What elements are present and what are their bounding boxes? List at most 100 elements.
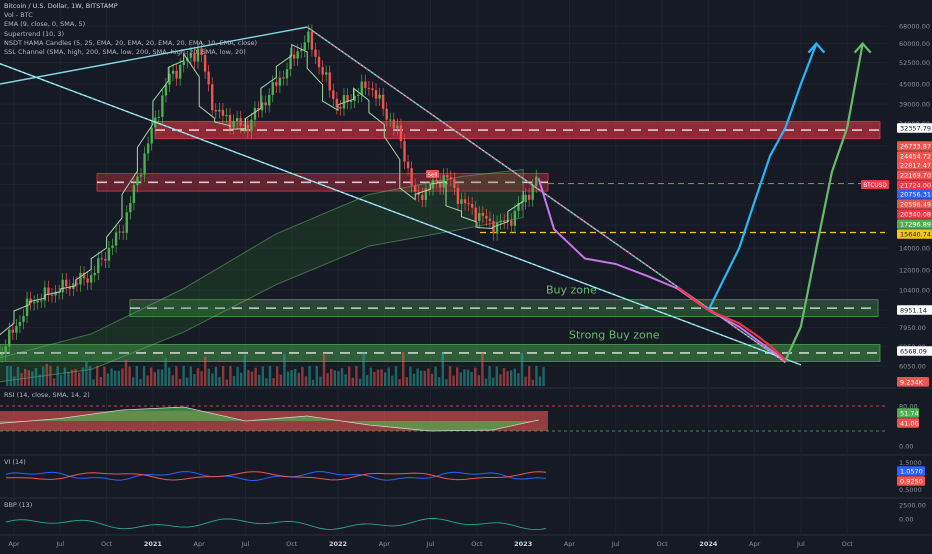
indicator-ssl[interactable]: SSL Channel (SMA, high, 200, SMA, low, 2…	[4, 48, 246, 57]
vi-pane-label[interactable]: VI (14)	[4, 458, 26, 466]
candle-body	[456, 187, 460, 204]
volume-bar	[330, 368, 333, 386]
price-tag-label: 22817.47	[900, 161, 931, 169]
candle-body	[182, 61, 185, 66]
volume-bar	[481, 352, 484, 386]
volume-bar	[52, 378, 56, 386]
x-tick-label: Jul	[796, 540, 805, 548]
indicator-hama[interactable]: NSDT HAMA Candles (5, 25, EMA, 20, EMA, …	[4, 38, 258, 47]
x-tick-label: Jul	[611, 540, 620, 548]
candle-body	[495, 222, 499, 234]
volume-bar	[117, 370, 120, 386]
volume-bar	[157, 369, 160, 386]
volume-bar	[225, 379, 228, 386]
candle-body	[410, 168, 413, 186]
y-tick-label: 52500.00	[899, 59, 930, 67]
candle-body	[413, 185, 417, 192]
chart-title[interactable]: Bitcoin / U.S. Dollar, 1W, BITSTAMP	[4, 2, 118, 10]
rsi-y-tick-label: 0.00	[899, 443, 913, 451]
volume-bar	[38, 374, 41, 386]
volume-bar	[261, 366, 264, 386]
x-tick-label: 2021	[144, 540, 163, 548]
volume-bar	[362, 352, 365, 386]
vi-y-tick-label: 1.5000	[899, 459, 922, 467]
volume-bar	[441, 352, 444, 386]
rsi-area	[0, 407, 539, 431]
volume-bar	[121, 368, 124, 386]
volume-bar	[45, 363, 48, 386]
candle-body	[278, 77, 282, 86]
candle-body	[111, 245, 114, 248]
indicator-supertrend[interactable]: Supertrend (10, 3)	[4, 29, 65, 38]
volume-bar	[146, 375, 149, 386]
indicator-volume[interactable]: Vol - BTC	[4, 11, 33, 20]
volume-bar	[265, 378, 268, 386]
candle-body	[36, 300, 39, 303]
candle-body	[357, 94, 360, 96]
rsi-price-tag-label: 51.74	[900, 409, 919, 417]
candle-body	[143, 153, 146, 175]
zone-strong-buy-zone	[0, 344, 881, 362]
volume-bar	[384, 372, 387, 386]
volume-bar	[114, 370, 117, 386]
volume-bar	[96, 366, 99, 386]
volume-bar	[214, 366, 218, 386]
x-tick-label: 2022	[329, 540, 347, 548]
candle-body	[118, 231, 121, 233]
candle-body	[114, 232, 118, 246]
volume-bar	[20, 373, 23, 386]
volume-bar	[459, 372, 462, 386]
volume-bar	[243, 355, 246, 386]
volume-bar	[495, 366, 498, 386]
volume-bar	[542, 367, 545, 386]
price-tag	[897, 180, 932, 190]
candle-body	[332, 90, 335, 99]
candle-body	[164, 84, 168, 96]
candle-body	[75, 283, 79, 285]
candle-body	[79, 272, 82, 285]
candle-body	[132, 185, 136, 204]
candle-body	[510, 220, 513, 226]
buy-zone-label: Buy zone	[546, 283, 597, 296]
volume-bar	[319, 376, 322, 386]
candle-body	[367, 87, 371, 89]
x-tick-label: Oct	[101, 540, 113, 548]
candle-body	[68, 286, 71, 289]
rsi-pane-label[interactable]: RSI (14, close, SMA, 14, 2)	[4, 391, 90, 399]
candle-body	[467, 203, 470, 205]
candle-body	[225, 115, 228, 117]
rsi-price-tag-label: 41.06	[900, 419, 919, 427]
volume-bar	[528, 366, 531, 386]
rsi-price-tag	[897, 418, 919, 428]
volume-bar	[326, 373, 329, 386]
volume-bar	[531, 379, 534, 386]
volume-bar	[128, 366, 131, 386]
ticker-tag	[861, 180, 889, 189]
volume-bar	[358, 378, 362, 386]
volume-bar	[34, 367, 38, 386]
volume-bar	[427, 368, 430, 386]
volume-bar	[88, 366, 92, 386]
candle-body	[446, 174, 449, 178]
volume-tag	[897, 377, 929, 387]
indicator-ema[interactable]: EMA (9, close, 0, SMA, 5)	[4, 20, 86, 29]
price-tag-label: 8951.14	[900, 306, 927, 314]
volume-bar	[60, 374, 63, 386]
candle-body	[61, 279, 64, 293]
volume-bar	[247, 369, 250, 386]
candle-body	[499, 220, 502, 223]
volume-bar	[268, 366, 272, 386]
candle-body	[54, 291, 57, 296]
candle-body	[250, 119, 253, 132]
candle-body	[449, 177, 452, 180]
candle-body	[139, 174, 143, 177]
price-tag	[897, 346, 932, 356]
vi-price-tag-label: 1.0570	[900, 467, 923, 475]
candle-body	[18, 322, 22, 326]
volume-bar	[524, 376, 527, 386]
candle-body	[100, 258, 104, 260]
bbp-pane-label[interactable]: BBP (13)	[4, 501, 33, 509]
volume-bar	[398, 379, 401, 386]
